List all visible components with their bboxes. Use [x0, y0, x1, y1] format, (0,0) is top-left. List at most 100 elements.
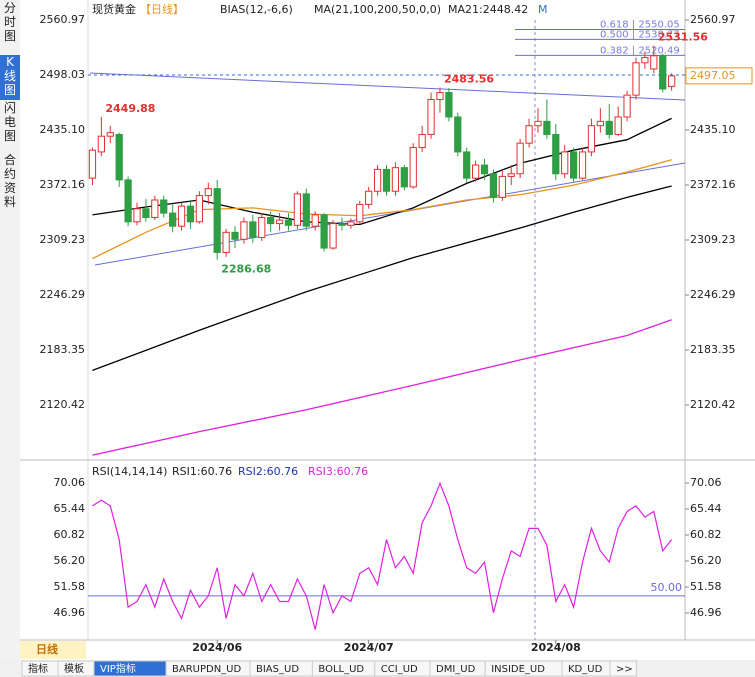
- period: 【日线】: [140, 2, 184, 16]
- candle-body: [240, 221, 248, 240]
- candle-body: [498, 175, 506, 198]
- candle-body: [463, 151, 471, 179]
- candle-body: [427, 98, 435, 135]
- y-tick-label-left: 2435.10: [40, 123, 86, 136]
- candle-body: [668, 75, 676, 87]
- candle-body: [347, 221, 355, 226]
- candle-body: [507, 173, 515, 177]
- y-tick-label: 2183.35: [690, 343, 736, 356]
- tab-label[interactable]: BARUPDN_UD: [172, 664, 241, 675]
- candle-body: [249, 221, 257, 239]
- extreme-label: 2286.68: [221, 263, 271, 276]
- rsi-level-label: 50.00: [651, 581, 683, 594]
- fib-label: 0.618 | 2550.05: [600, 20, 680, 31]
- tab-label[interactable]: BIAS_UD: [256, 664, 299, 675]
- sidebar: [0, 0, 20, 660]
- tab-label[interactable]: KD_UD: [568, 664, 603, 675]
- rsi-tick-label-left: 65.44: [54, 502, 86, 515]
- rsi-tick-label: 56.20: [690, 554, 722, 567]
- tab-label[interactable]: VIP指标: [100, 662, 136, 675]
- y-tick-label-left: 2183.35: [40, 343, 86, 356]
- candle-body: [338, 223, 346, 226]
- y-tick-label: 2120.42: [690, 398, 736, 411]
- candle-body: [587, 125, 596, 153]
- tab-label[interactable]: DMI_UD: [436, 664, 476, 675]
- candle-body: [115, 133, 123, 181]
- candle-body: [160, 199, 168, 214]
- candle-body: [142, 208, 150, 218]
- y-tick-label-left: 2120.42: [40, 398, 86, 411]
- tab-label[interactable]: 模板: [64, 662, 84, 675]
- symbol: 现货黄金: [92, 2, 136, 16]
- tab-label[interactable]: 指标: [28, 662, 48, 675]
- candle-body: [275, 219, 284, 225]
- rsi3: RSI3:60.76: [308, 465, 368, 478]
- more[interactable]: M: [538, 3, 548, 16]
- period-tab-label[interactable]: 日线: [36, 642, 58, 656]
- rsi-tick-label: 65.44: [690, 502, 722, 515]
- tab-label[interactable]: BOLL_UD: [318, 664, 364, 675]
- sidebar-tab[interactable]: 合约资料: [4, 152, 16, 209]
- candle-body: [169, 212, 177, 227]
- x-tick-label: 2024/07: [344, 641, 394, 654]
- candle-body: [365, 190, 373, 205]
- tab[interactable]: [609, 660, 637, 677]
- candle-body: [124, 179, 132, 223]
- candle-body: [534, 120, 542, 127]
- period-tab[interactable]: [20, 641, 86, 659]
- candle-body: [623, 94, 631, 118]
- candle-body: [391, 167, 400, 192]
- rsi-tick-label-left: 56.20: [54, 554, 86, 567]
- ma-params: MA(21,100,200,50,0,0): [314, 3, 441, 16]
- candle-body: [418, 133, 426, 149]
- rsi-tick-label: 51.58: [690, 580, 722, 593]
- rsi1: RSI1:60.76: [172, 465, 232, 478]
- candle-body: [409, 147, 417, 188]
- rsi-tick-label-left: 51.58: [54, 580, 86, 593]
- sidebar-tab[interactable]: 分时图: [4, 1, 16, 43]
- extreme-label: 2449.88: [105, 102, 155, 115]
- rsi-tick-label-left: 46.96: [54, 606, 86, 619]
- y-tick-label: 2435.10: [690, 123, 736, 136]
- candle-body: [302, 193, 310, 227]
- tab-label[interactable]: CCI_UD: [381, 664, 418, 675]
- rsi2: RSI2:60.76: [238, 465, 298, 478]
- rsi-line: [92, 481, 673, 630]
- candle-body: [329, 223, 337, 249]
- x-tick-label: 2024/06: [192, 641, 242, 654]
- sidebar-tab[interactable]: K 线图: [4, 55, 16, 97]
- rsi-tick-label-left: 70.06: [54, 476, 86, 489]
- candle-body: [471, 164, 480, 179]
- rsi-tick-label-left: 60.82: [54, 528, 86, 541]
- candle-body: [177, 205, 186, 227]
- rsi-tick-label: 70.06: [690, 476, 722, 489]
- candle-body: [632, 62, 640, 96]
- candle-body: [561, 151, 569, 175]
- rsi-tick-label: 46.96: [690, 606, 722, 619]
- candle-body: [596, 120, 604, 127]
- candle-body: [614, 116, 622, 135]
- candle-body: [480, 164, 489, 175]
- candle-body: [88, 149, 97, 179]
- extreme-label: 2531.56: [658, 31, 708, 44]
- candle-body: [311, 214, 319, 227]
- tab-label[interactable]: INSIDE_UD: [491, 664, 545, 675]
- y-tick-label-left: 2246.29: [40, 288, 86, 301]
- sidebar-selected: [0, 55, 20, 100]
- trend-line: [89, 72, 686, 101]
- candle-body: [222, 231, 230, 253]
- sidebar-tab[interactable]: 闪电图: [4, 101, 16, 143]
- tab-label[interactable]: >>: [616, 664, 633, 675]
- candle-body: [267, 216, 275, 225]
- candle-body: [231, 231, 239, 240]
- candle-body: [543, 120, 551, 135]
- candle-body: [186, 205, 195, 223]
- candle-body: [356, 203, 364, 223]
- candle-body: [106, 132, 114, 137]
- candle-body: [489, 173, 498, 198]
- y-tick-label: 2309.23: [690, 233, 736, 246]
- candle-body: [641, 57, 649, 64]
- candle-body: [258, 216, 266, 239]
- y-tick-label: 2560.97: [690, 13, 736, 26]
